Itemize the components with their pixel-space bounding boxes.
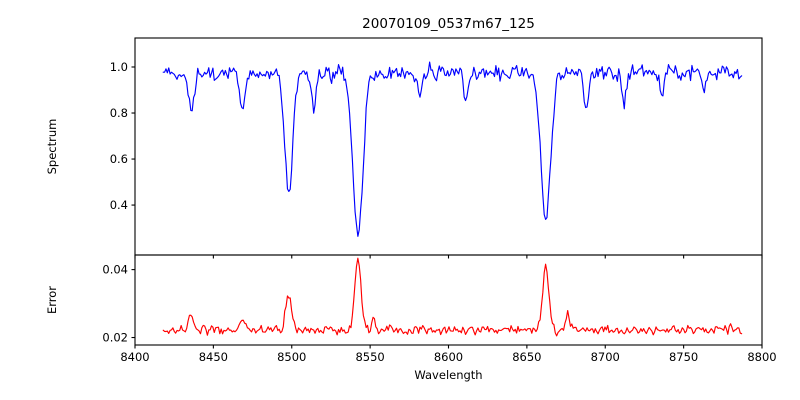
x-tick-label: 8700 (591, 350, 620, 364)
x-tick-label: 8450 (199, 350, 228, 364)
error-panel-ylabel: Error (45, 286, 59, 314)
error-line (162, 257, 743, 337)
x-tick-label: 8650 (512, 350, 541, 364)
x-tick-label: 8800 (747, 350, 776, 364)
y-tick-label: 0.4 (110, 198, 128, 212)
y-tick-label: 0.02 (102, 331, 128, 345)
spectrum-panel: 0.4 0.6 0.8 1.0 Spectrum (45, 37, 763, 259)
y-tick-label: 0.8 (110, 106, 128, 120)
spectrum-panel-ylabel: Spectrum (45, 119, 59, 175)
spectrum-line (162, 61, 743, 237)
x-tick-label: 8400 (120, 350, 149, 364)
figure-title: 20070109_0537m67_125 (362, 16, 535, 32)
x-tick-label: 8750 (669, 350, 698, 364)
y-tick-label: 0.04 (102, 263, 128, 277)
x-tick-label: 8600 (434, 350, 463, 364)
error-panel: 0.02 0.04 8400 8450 8500 8550 8600 8650 8700 8750… (45, 254, 777, 364)
y-tick-label: 0.6 (110, 152, 128, 166)
x-tick-label: 8550 (355, 350, 384, 364)
x-tick-label: 8500 (277, 350, 306, 364)
x-axis-label: Wavelength (414, 368, 482, 382)
y-tick-label: 1.0 (110, 60, 128, 74)
